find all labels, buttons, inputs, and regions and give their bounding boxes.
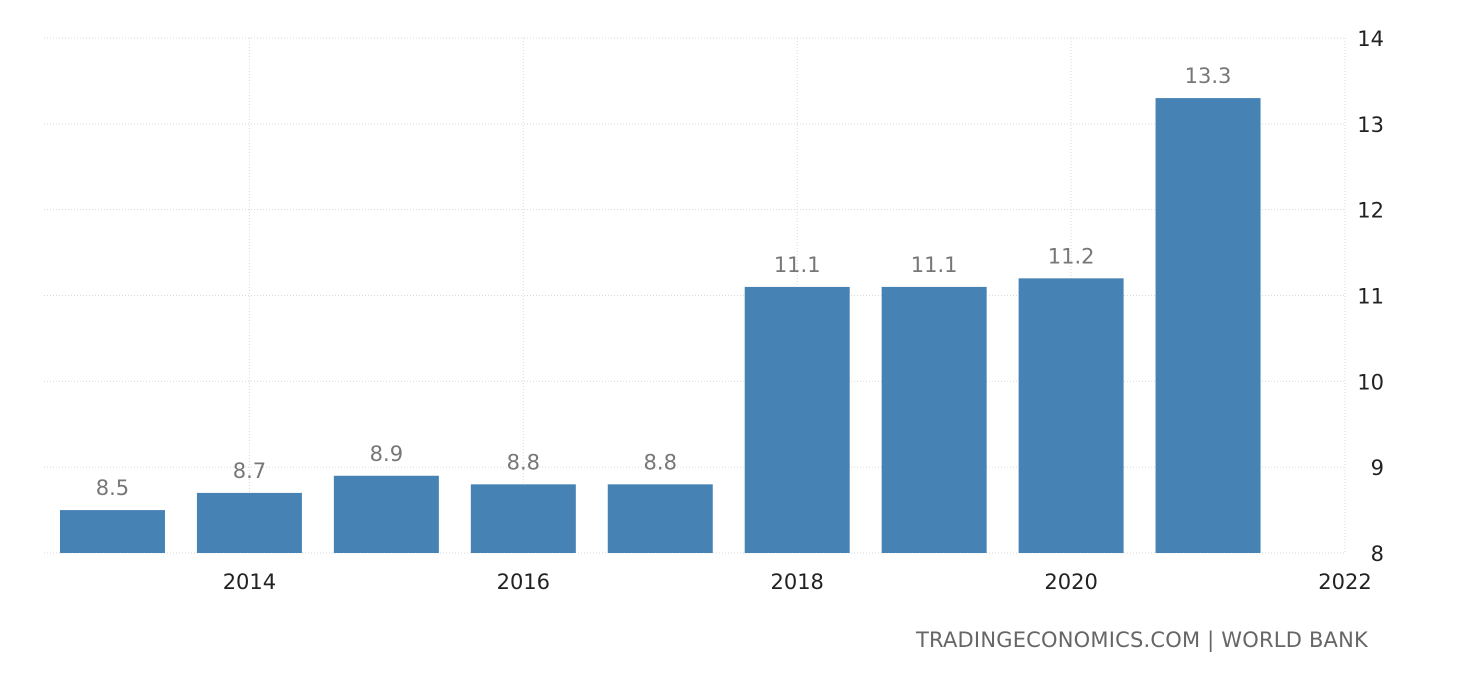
bar-2013[interactable] <box>59 510 165 553</box>
bar-2020[interactable] <box>1018 278 1124 553</box>
data-labels-layer: 8.5 8.7 8.9 8.8 8.8 11.1 11.1 11.2 13.3 <box>96 64 1232 500</box>
y-tick-label: 8 <box>1371 542 1384 566</box>
data-label-2014: 8.7 <box>233 459 266 483</box>
bar-2019[interactable] <box>881 286 987 553</box>
x-tick-label: 2022 <box>1318 570 1371 594</box>
y-tick-label: 10 <box>1357 370 1384 394</box>
bars-layer <box>59 98 1261 553</box>
data-label-2020: 11.2 <box>1048 244 1095 268</box>
bar-2017[interactable] <box>607 484 713 553</box>
y-tick-label: 11 <box>1357 285 1384 309</box>
bar-2018[interactable] <box>744 286 850 553</box>
x-tick-label: 2018 <box>770 570 823 594</box>
source-credit: TRADINGECONOMICS.COM | WORLD BANK <box>916 628 1368 652</box>
y-tick-label: 12 <box>1357 199 1384 223</box>
data-label-2018: 11.1 <box>774 253 821 277</box>
data-label-2017: 8.8 <box>644 450 677 474</box>
data-label-2019: 11.1 <box>911 253 958 277</box>
x-tick-label: 2014 <box>223 570 276 594</box>
bar-2014[interactable] <box>196 492 302 553</box>
bar-2015[interactable] <box>333 475 439 553</box>
y-tick-label: 13 <box>1357 113 1384 137</box>
data-label-2021: 13.3 <box>1185 64 1232 88</box>
bar-2016[interactable] <box>470 484 576 553</box>
data-label-2016: 8.8 <box>507 450 540 474</box>
data-label-2015: 8.9 <box>370 442 403 466</box>
y-tick-label: 14 <box>1357 27 1384 51</box>
x-tick-label: 2020 <box>1044 570 1097 594</box>
y-tick-label: 9 <box>1371 456 1384 480</box>
bar-2021[interactable] <box>1155 98 1261 553</box>
x-axis: 2014 2016 2018 2020 2022 <box>223 570 1372 594</box>
y-axis: 8 9 10 11 12 13 14 <box>1357 27 1384 566</box>
x-tick-label: 2016 <box>497 570 550 594</box>
data-label-2013: 8.5 <box>96 476 129 500</box>
